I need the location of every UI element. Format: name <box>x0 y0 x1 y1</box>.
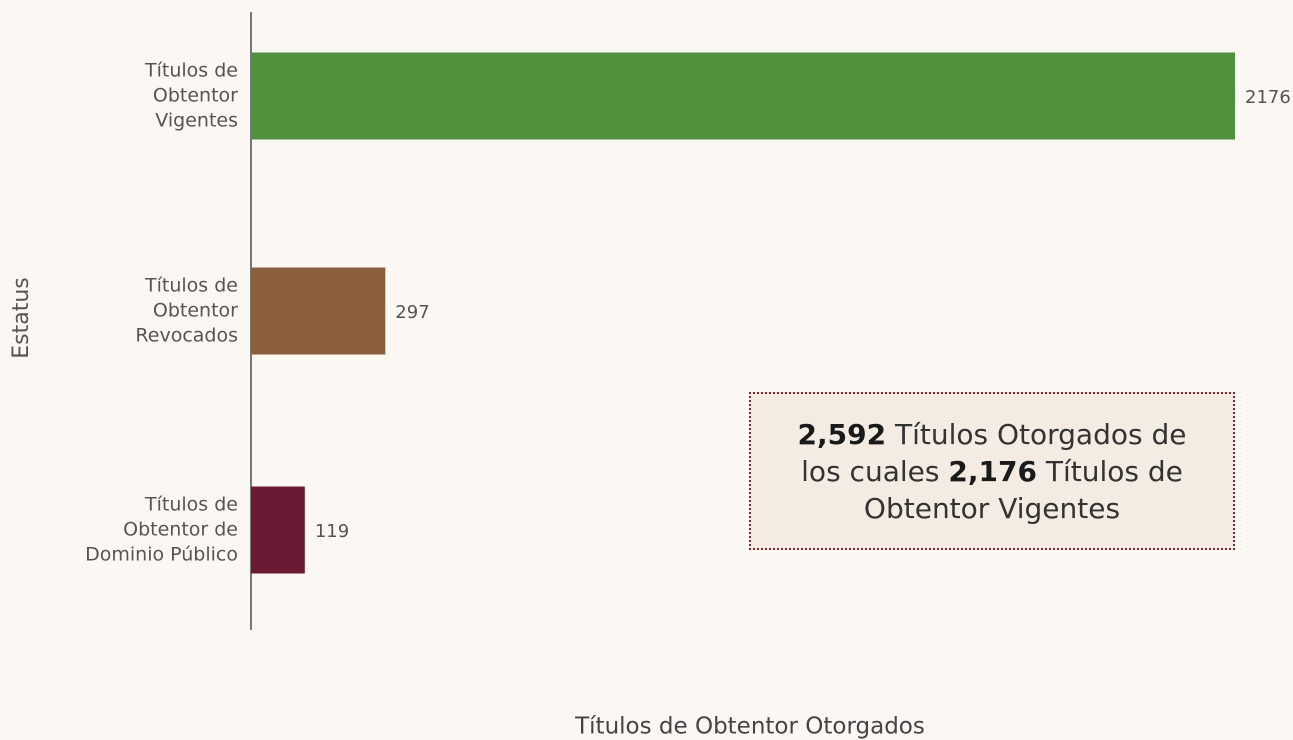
y-tick-label: Títulos de Obtentor Revocados <box>135 274 238 347</box>
y-tick-label: Títulos de Obtentor de Dominio Público <box>85 493 238 566</box>
x-axis-title: Títulos de Obtentor Otorgados <box>574 714 925 740</box>
value-label: 297 <box>395 302 429 323</box>
annotation-segment: Títulos Otorgados de los cuales <box>801 417 1187 488</box>
bar <box>251 486 305 574</box>
annotation-segment: 2,176 <box>948 454 1037 488</box>
value-label: 119 <box>315 521 349 542</box>
bar <box>251 52 1235 140</box>
annotation-text: 2,592 Títulos Otorgados de los cuales 2,… <box>782 416 1202 527</box>
value-label: 2176 <box>1245 87 1291 108</box>
annotation-box: 2,592 Títulos Otorgados de los cuales 2,… <box>749 392 1235 550</box>
y-axis-title: Estatus <box>9 277 34 359</box>
annotation-segment: Títulos de Obtentor Vigentes <box>863 454 1183 525</box>
y-tick-label: Títulos de Obtentor Vigentes <box>145 59 238 132</box>
annotation-segment: 2,592 <box>797 417 887 451</box>
bar <box>251 267 386 355</box>
